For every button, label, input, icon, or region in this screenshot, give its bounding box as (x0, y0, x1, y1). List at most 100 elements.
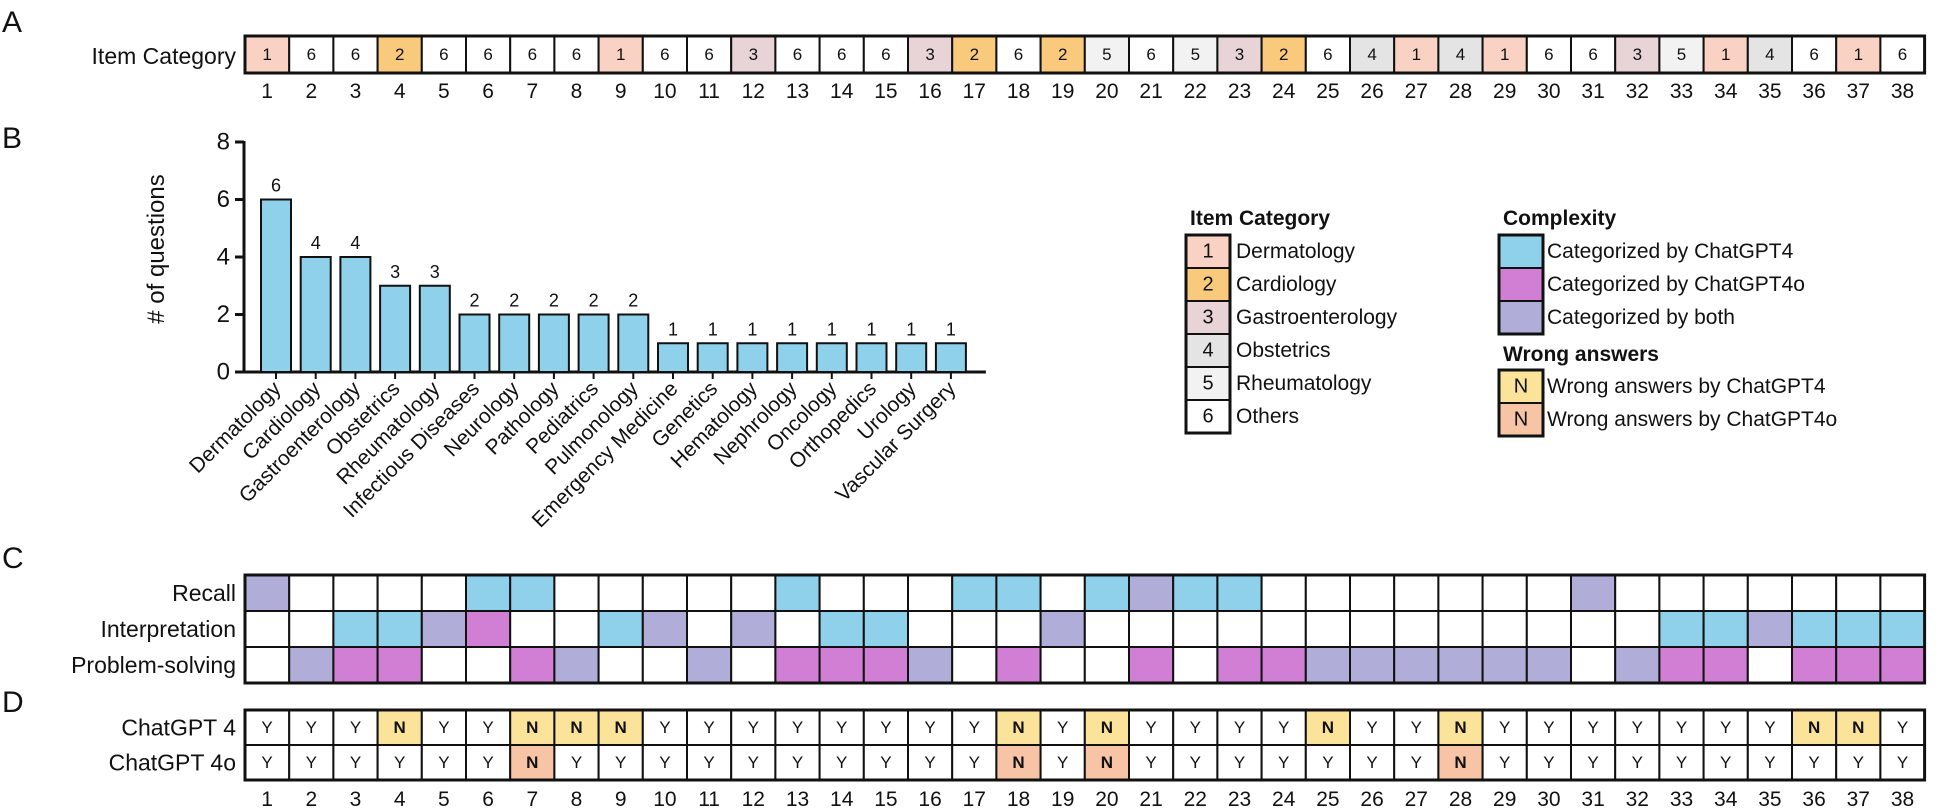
question-number-label: 4 (394, 788, 406, 811)
legend-label: Wrong answers by ChatGPT4o (1547, 408, 1837, 431)
category-cell-label: 1 (1412, 45, 1421, 64)
answer-cell (818, 744, 865, 781)
answer-mark: Y (1322, 753, 1333, 772)
question-number-label: 38 (1891, 788, 1914, 811)
question-number-label: 2 (305, 788, 317, 811)
complexity-cell (288, 610, 335, 648)
complexity-cell (641, 574, 688, 612)
question-number-label: 25 (1316, 80, 1339, 103)
complexity-cell (420, 610, 467, 648)
complexity-cell (774, 574, 821, 612)
bar (736, 342, 769, 373)
complexity-cell (1746, 574, 1794, 612)
complexity-cell (1525, 574, 1573, 612)
bar (815, 342, 848, 373)
legend-label: Gastroenterology (1236, 306, 1398, 329)
answer-mark: Y (571, 753, 582, 772)
complexity-cell (1304, 646, 1352, 684)
category-cell-label: 6 (793, 45, 802, 64)
complexity-cell (1437, 646, 1484, 684)
complexity-cell (1216, 574, 1263, 612)
answer-cell (1791, 709, 1838, 746)
question-number-label: 33 (1670, 80, 1693, 103)
answer-grid-frame (243, 708, 1927, 782)
complexity-row-label: Problem-solving (71, 652, 236, 678)
question-number-label: 23 (1228, 788, 1251, 811)
question-number-label: 17 (963, 788, 986, 811)
complexity-cell (1746, 610, 1794, 648)
bar-data-label: 2 (509, 291, 519, 311)
answer-mark: Y (880, 718, 891, 737)
question-number-label: 28 (1449, 788, 1472, 811)
answer-mark: Y (1057, 718, 1068, 737)
question-number-label: 5 (438, 788, 450, 811)
answer-mark: N (570, 718, 582, 737)
category-cell-label: 1 (1854, 45, 1863, 64)
answer-mark: Y (1897, 718, 1908, 737)
answer-mark: Y (306, 718, 317, 737)
question-number-label: 35 (1758, 80, 1781, 103)
question-number-label: 38 (1891, 80, 1914, 103)
bar-data-label: 1 (866, 319, 876, 339)
question-number-label: 32 (1626, 788, 1649, 811)
answer-cell (509, 709, 556, 746)
question-number-label: 20 (1095, 80, 1118, 103)
complexity-cell (1702, 574, 1749, 612)
complexity-cell (1614, 610, 1661, 648)
complexity-cell (1083, 610, 1131, 648)
question-number-label: 3 (350, 788, 362, 811)
bar-data-label: 2 (549, 291, 559, 311)
answer-mark: Y (1190, 718, 1201, 737)
question-number-label: 2 (305, 80, 317, 103)
bar-data-label: 2 (469, 291, 479, 311)
complexity-cell (1172, 646, 1219, 684)
question-number-label: 10 (653, 788, 676, 811)
answer-mark: Y (748, 718, 759, 737)
y-tick-label: 0 (217, 359, 230, 386)
question-number-label: 29 (1493, 788, 1516, 811)
complexity-cell (332, 646, 379, 684)
complexity-cell (376, 610, 423, 648)
question-number-label: 27 (1405, 788, 1428, 811)
bar (458, 313, 491, 373)
legend-complexity-title: Complexity (1503, 207, 1617, 230)
answer-mark: Y (1543, 753, 1554, 772)
panel-letter-c: C (2, 542, 24, 575)
complexity-cell (686, 610, 733, 648)
answer-mark: Y (1366, 718, 1377, 737)
question-number-label: 18 (1007, 788, 1030, 811)
question-number-label: 34 (1714, 788, 1738, 811)
question-number-label: 26 (1360, 788, 1383, 811)
y-tick-label: 8 (217, 129, 230, 156)
legend-complexity: Categorized by ChatGPT4 Categorized by Ch… (1497, 233, 1805, 336)
question-number-label: 1 (261, 788, 273, 811)
legend-label: Wrong answers by ChatGPT4 (1547, 375, 1826, 398)
category-cell-label: 6 (1898, 45, 1907, 64)
answer-cell (1083, 709, 1131, 746)
bar (855, 342, 888, 373)
question-number-label: 8 (571, 788, 583, 811)
category-cell-label: 4 (1765, 45, 1774, 64)
category-cell-label: 6 (1809, 45, 1818, 64)
answer-mark: Y (1808, 753, 1819, 772)
complexity-cell (1791, 646, 1838, 684)
category-cell-label: 3 (1235, 45, 1244, 64)
category-cell-label: 4 (1367, 45, 1376, 64)
question-number-label: 15 (874, 80, 897, 103)
complexity-cell (730, 610, 777, 648)
answer-cell (1437, 709, 1484, 746)
legend-swatch-number: 6 (1202, 406, 1213, 428)
complexity-cell (1835, 646, 1882, 684)
complexity-grid-frame (243, 573, 1927, 685)
complexity-cell (1481, 646, 1528, 684)
bar-data-label: 1 (906, 319, 916, 339)
answer-mark: Y (1499, 753, 1510, 772)
legend-label: Dermatology (1236, 240, 1356, 263)
answer-mark: Y (1366, 753, 1377, 772)
complexity-cell (1128, 574, 1175, 612)
complexity-cell (818, 610, 865, 648)
complexity-cell (730, 574, 777, 612)
category-cell-label: 6 (1014, 45, 1023, 64)
legend-swatch-number: 3 (1202, 307, 1213, 329)
complexity-cell (465, 646, 512, 684)
